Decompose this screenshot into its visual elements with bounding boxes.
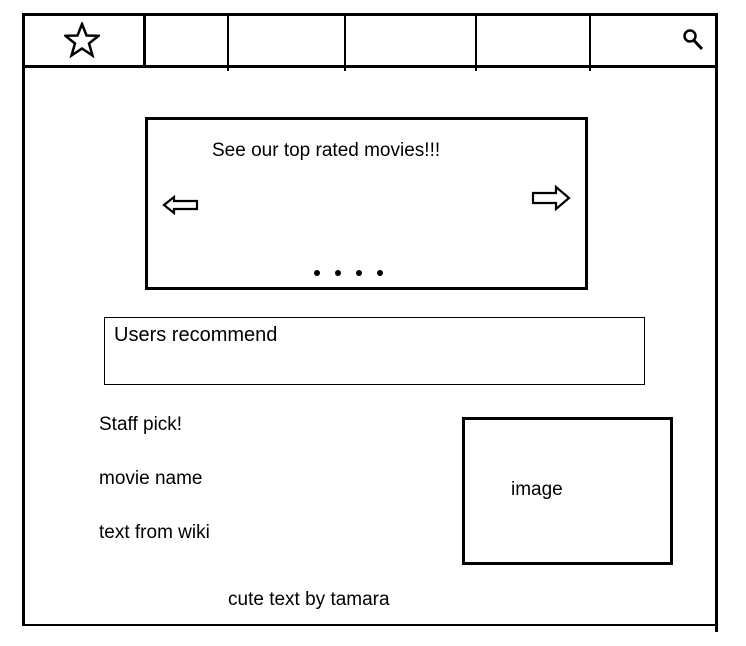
- movie-name[interactable]: movie name: [99, 468, 203, 489]
- search-icon: [683, 29, 704, 51]
- page-dot[interactable]: [335, 270, 341, 276]
- page-dot[interactable]: [377, 270, 383, 276]
- nav-divider: [475, 13, 477, 71]
- arrow-left-icon[interactable]: [162, 194, 200, 216]
- favorites-button[interactable]: [24, 15, 146, 65]
- page-dot[interactable]: [356, 270, 362, 276]
- staff-pick-image: image: [462, 417, 673, 565]
- search-button[interactable]: [672, 22, 708, 56]
- footer-text: cute text by tamara: [228, 589, 390, 610]
- nav-divider: [227, 13, 229, 71]
- nav-tab-4[interactable]: [477, 13, 589, 68]
- star-icon: [64, 22, 100, 58]
- arrow-right-icon[interactable]: [530, 184, 572, 212]
- page-dot[interactable]: [314, 270, 320, 276]
- nav-divider: [344, 13, 346, 71]
- nav-tab-2[interactable]: [229, 13, 344, 68]
- app-window: [22, 13, 718, 626]
- top-navigation-bar: [22, 13, 718, 68]
- users-recommend-heading: Users recommend: [114, 324, 278, 346]
- image-placeholder-label: image: [511, 479, 563, 500]
- top-rated-carousel: See our top rated movies!!!: [145, 117, 588, 290]
- staff-pick-heading: Staff pick!: [99, 414, 183, 435]
- users-recommend-panel: Users recommend: [104, 317, 645, 385]
- nav-tab-3[interactable]: [346, 13, 475, 68]
- carousel-title: See our top rated movies!!!: [212, 140, 441, 161]
- nav-divider: [589, 13, 591, 71]
- window-corner-mark: [715, 624, 718, 632]
- nav-tab-1[interactable]: [149, 13, 227, 68]
- carousel-page-indicator: [310, 267, 390, 279]
- movie-description: text from wiki: [99, 522, 210, 543]
